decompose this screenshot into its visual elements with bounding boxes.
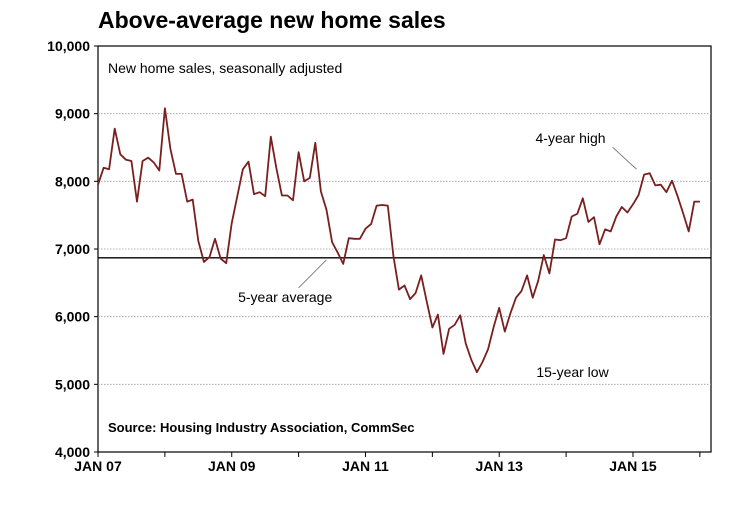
x-tick-label: JAN 13	[476, 458, 524, 474]
y-tick-label: 4,000	[55, 444, 90, 460]
y-tick-label: 9,000	[55, 106, 90, 122]
y-tick-label: 10,000	[47, 38, 90, 54]
average-label: 5-year average	[238, 289, 332, 305]
x-tick-label: JAN 15	[609, 458, 657, 474]
source-note: Source: Housing Industry Association, Co…	[108, 420, 415, 435]
x-tick-label: JAN 07	[74, 458, 122, 474]
y-tick-label: 8,000	[55, 173, 90, 189]
x-tick-label: JAN 09	[208, 458, 256, 474]
y-tick-label: 5,000	[55, 376, 90, 392]
series-line	[97, 107, 700, 374]
high-label: 4-year high	[536, 130, 606, 146]
low-label: 15-year low	[536, 364, 609, 380]
chart-title: Above-average new home sales	[98, 7, 446, 33]
plot-area: 10,0009,0008,0007,0006,0005,0004,000JAN …	[47, 38, 712, 474]
y-tick-label: 6,000	[55, 309, 90, 325]
high-leader-line	[612, 146, 637, 170]
y-tick-label: 7,000	[55, 241, 90, 257]
chart-subtitle: New home sales, seasonally adjusted	[108, 60, 342, 76]
average-leader-line	[298, 259, 327, 289]
x-tick-label: JAN 11	[342, 458, 389, 474]
